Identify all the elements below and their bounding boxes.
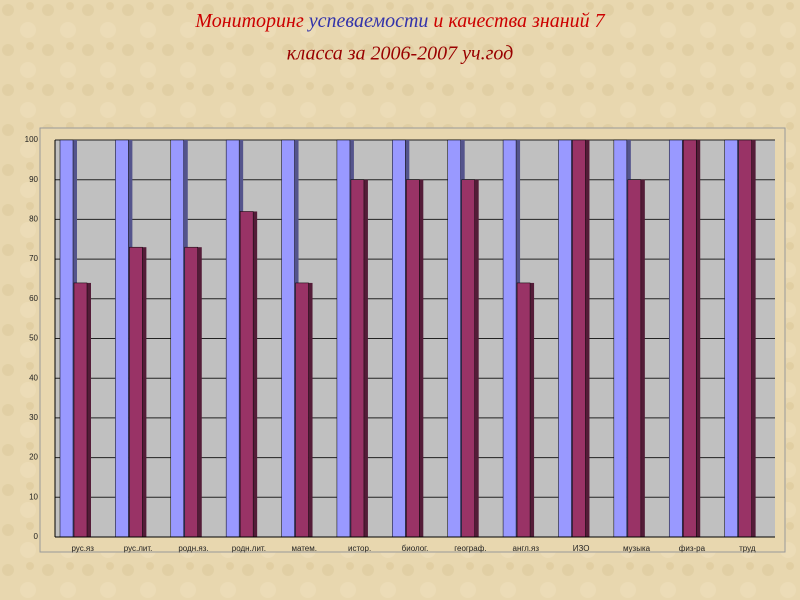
bar <box>558 139 572 538</box>
y-tick-label: 70 <box>29 254 38 263</box>
bar <box>295 282 309 538</box>
bar-side <box>530 282 535 537</box>
bar <box>447 139 461 538</box>
bar <box>406 179 420 538</box>
y-tick-label: 0 <box>34 532 39 541</box>
bar <box>738 139 752 538</box>
y-tick-label: 40 <box>29 373 38 382</box>
y-tick-label: 30 <box>29 413 38 422</box>
bar-side <box>419 179 424 537</box>
bar-side <box>585 140 590 537</box>
x-tick-label: физ-ра <box>679 544 706 553</box>
bar <box>225 139 240 538</box>
bar-side <box>363 179 368 537</box>
y-tick-label: 50 <box>29 334 38 343</box>
title-line-1: Мониторинг успеваемости и качества знани… <box>194 10 605 32</box>
bar <box>724 139 738 538</box>
bar-side <box>640 179 645 537</box>
bar-side <box>197 247 202 537</box>
bar <box>627 179 642 538</box>
x-tick-label: матем. <box>291 544 317 553</box>
bar <box>392 139 406 538</box>
bar <box>336 139 351 538</box>
x-tick-label: рус.лит. <box>124 544 153 553</box>
x-tick-label: англ.яз <box>513 544 540 553</box>
title-line-2: класса за 2006-2007 уч.год <box>287 43 514 65</box>
y-tick-label: 60 <box>29 294 38 303</box>
y-tick-label: 20 <box>29 453 38 462</box>
bar-side <box>751 140 756 537</box>
bar <box>73 282 88 538</box>
y-tick-label: 10 <box>29 492 38 501</box>
x-tick-label: рус.яз <box>71 544 94 553</box>
bar <box>59 139 74 538</box>
x-tick-label: труд <box>739 544 756 553</box>
bar-side <box>308 282 313 537</box>
bar <box>115 139 129 538</box>
x-tick-label: музыка <box>623 544 651 553</box>
bar <box>572 139 586 538</box>
bar <box>613 139 628 538</box>
x-tick-label: истор. <box>348 544 371 553</box>
bar <box>239 211 254 538</box>
bar <box>682 139 697 538</box>
bar-side <box>474 179 479 537</box>
bar <box>516 282 531 538</box>
x-tick-label: родн.яз. <box>178 544 208 553</box>
bar-side <box>142 247 147 537</box>
bar <box>184 246 199 538</box>
bar <box>129 246 143 538</box>
x-tick-label: географ. <box>454 544 486 553</box>
bar <box>461 179 475 538</box>
bar <box>502 139 517 538</box>
y-tick-label: 80 <box>29 215 38 224</box>
bar <box>668 139 683 538</box>
bar-side <box>696 140 701 537</box>
bar <box>281 139 295 538</box>
y-tick-label: 90 <box>29 175 38 184</box>
bar-side <box>87 282 91 537</box>
bar <box>170 139 185 538</box>
x-tick-label: родн.лит. <box>232 544 266 553</box>
y-tick-label: 100 <box>25 135 39 144</box>
bar <box>350 179 365 538</box>
title-part: и качества знаний 7 <box>433 10 605 32</box>
x-tick-label: биолог. <box>402 544 429 553</box>
x-tick-label: ИЗО <box>573 544 590 553</box>
bar-side <box>253 211 258 537</box>
title-part: Мониторинг <box>194 10 304 32</box>
title-part: успеваемости <box>307 10 429 32</box>
